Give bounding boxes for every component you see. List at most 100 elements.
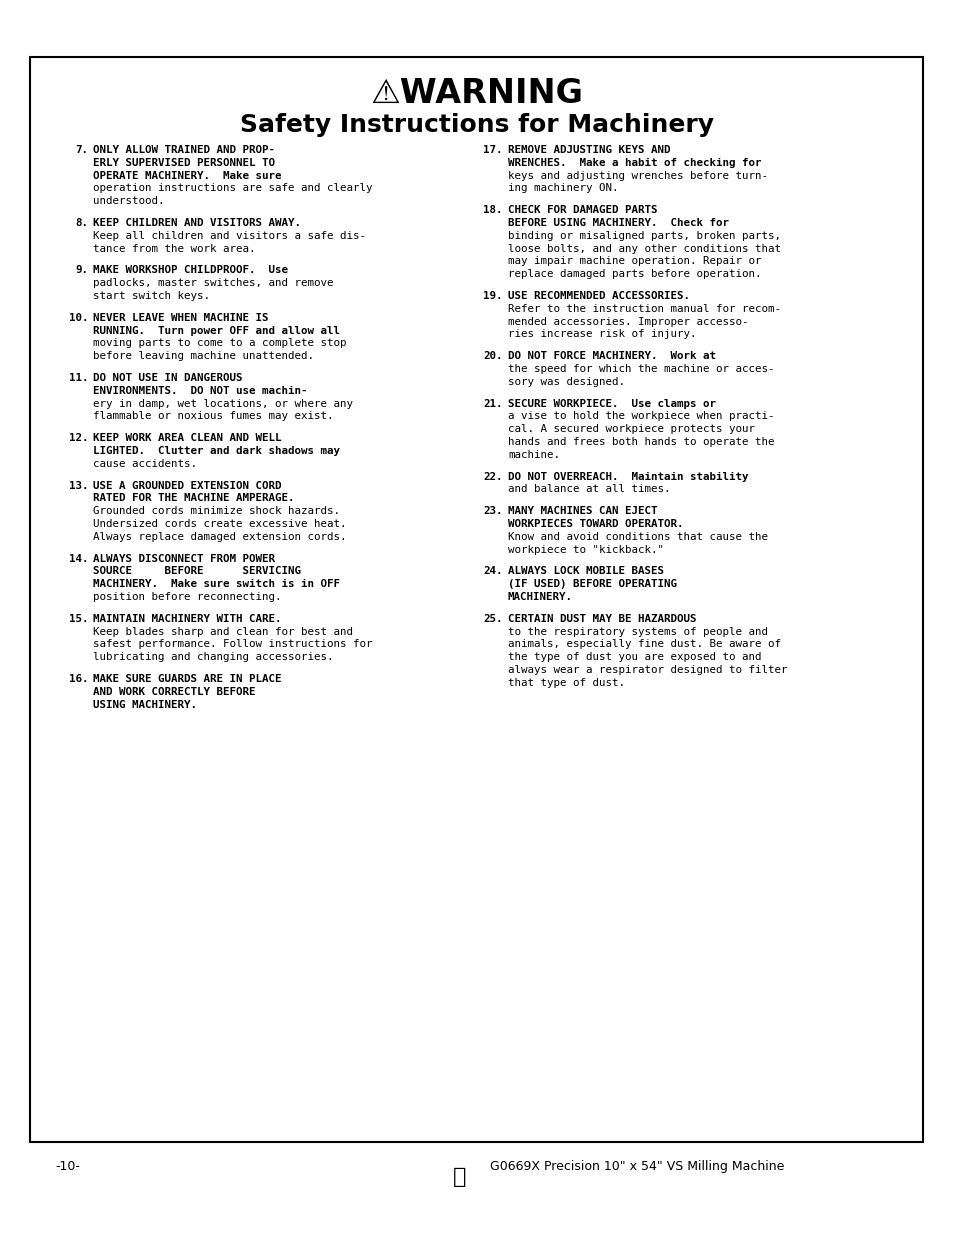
Text: CHECK FOR DAMAGED PARTS: CHECK FOR DAMAGED PARTS	[507, 205, 657, 215]
Text: Always replace damaged extension cords.: Always replace damaged extension cords.	[92, 532, 346, 542]
Text: MACHINERY.: MACHINERY.	[507, 592, 573, 601]
Text: keys and adjusting wrenches before turn-: keys and adjusting wrenches before turn-	[507, 170, 767, 180]
Text: position before reconnecting.: position before reconnecting.	[92, 592, 281, 601]
Text: Undersized cords create excessive heat.: Undersized cords create excessive heat.	[92, 519, 346, 529]
Text: safest performance. Follow instructions for: safest performance. Follow instructions …	[92, 640, 372, 650]
Text: hands and frees both hands to operate the: hands and frees both hands to operate th…	[507, 437, 774, 447]
Text: ⚠WARNING: ⚠WARNING	[370, 77, 583, 110]
Text: USING MACHINERY.: USING MACHINERY.	[92, 699, 196, 710]
Text: KEEP WORK AREA CLEAN AND WELL: KEEP WORK AREA CLEAN AND WELL	[92, 433, 281, 443]
Text: DO NOT USE IN DANGEROUS: DO NOT USE IN DANGEROUS	[92, 373, 242, 383]
Text: cause accidents.: cause accidents.	[92, 458, 196, 469]
Text: 23.: 23.	[483, 506, 502, 516]
Text: workpiece to "kickback.": workpiece to "kickback."	[507, 545, 663, 555]
Text: (IF USED) BEFORE OPERATING: (IF USED) BEFORE OPERATING	[507, 579, 677, 589]
Text: 25.: 25.	[483, 614, 502, 624]
Text: MAINTAIN MACHINERY WITH CARE.: MAINTAIN MACHINERY WITH CARE.	[92, 614, 281, 624]
Text: CERTAIN DUST MAY BE HAZARDOUS: CERTAIN DUST MAY BE HAZARDOUS	[507, 614, 696, 624]
Text: tance from the work area.: tance from the work area.	[92, 243, 255, 253]
Text: Refer to the instruction manual for recom-: Refer to the instruction manual for reco…	[507, 304, 781, 314]
Text: the speed for which the machine or acces-: the speed for which the machine or acces…	[507, 364, 774, 374]
Text: binding or misaligned parts, broken parts,: binding or misaligned parts, broken part…	[507, 231, 781, 241]
FancyBboxPatch shape	[30, 57, 923, 1142]
Text: 7.: 7.	[75, 144, 88, 156]
Text: ing machinery ON.: ing machinery ON.	[507, 184, 618, 194]
Text: before leaving machine unattended.: before leaving machine unattended.	[92, 351, 314, 361]
Text: ENVIRONMENTS.  DO NOT use machin-: ENVIRONMENTS. DO NOT use machin-	[92, 385, 307, 395]
Text: flammable or noxious fumes may exist.: flammable or noxious fumes may exist.	[92, 411, 334, 421]
Text: 24.: 24.	[483, 567, 502, 577]
Text: BEFORE USING MACHINERY.  Check for: BEFORE USING MACHINERY. Check for	[507, 219, 728, 228]
Text: replace damaged parts before operation.: replace damaged parts before operation.	[507, 269, 760, 279]
Text: 21.: 21.	[483, 399, 502, 409]
Text: ONLY ALLOW TRAINED AND PROP-: ONLY ALLOW TRAINED AND PROP-	[92, 144, 274, 156]
Text: USE RECOMMENDED ACCESSORIES.: USE RECOMMENDED ACCESSORIES.	[507, 291, 689, 301]
Text: USE A GROUNDED EXTENSION CORD: USE A GROUNDED EXTENSION CORD	[92, 480, 281, 490]
Text: SOURCE     BEFORE      SERVICING: SOURCE BEFORE SERVICING	[92, 567, 301, 577]
Text: MAKE SURE GUARDS ARE IN PLACE: MAKE SURE GUARDS ARE IN PLACE	[92, 674, 281, 684]
Text: KEEP CHILDREN AND VISITORS AWAY.: KEEP CHILDREN AND VISITORS AWAY.	[92, 219, 301, 228]
Text: 15.: 15.	[69, 614, 88, 624]
Text: MACHINERY.  Make sure switch is in OFF: MACHINERY. Make sure switch is in OFF	[92, 579, 339, 589]
Text: 10.: 10.	[69, 312, 88, 322]
Text: 11.: 11.	[69, 373, 88, 383]
Text: and balance at all times.: and balance at all times.	[507, 484, 670, 494]
Text: 16.: 16.	[69, 674, 88, 684]
Text: mended accessories. Improper accesso-: mended accessories. Improper accesso-	[507, 316, 748, 326]
Text: OPERATE MACHINERY.  Make sure: OPERATE MACHINERY. Make sure	[92, 170, 281, 180]
Text: AND WORK CORRECTLY BEFORE: AND WORK CORRECTLY BEFORE	[92, 687, 255, 697]
Text: 19.: 19.	[483, 291, 502, 301]
Text: animals, especially fine dust. Be aware of: animals, especially fine dust. Be aware …	[507, 640, 781, 650]
Text: NEVER LEAVE WHEN MACHINE IS: NEVER LEAVE WHEN MACHINE IS	[92, 312, 268, 322]
Text: 12.: 12.	[69, 433, 88, 443]
Text: operation instructions are safe and clearly: operation instructions are safe and clea…	[92, 184, 372, 194]
Text: padlocks, master switches, and remove: padlocks, master switches, and remove	[92, 278, 334, 288]
Text: 🐻: 🐻	[453, 1167, 466, 1187]
Text: Grounded cords minimize shock hazards.: Grounded cords minimize shock hazards.	[92, 506, 339, 516]
Text: lubricating and changing accessories.: lubricating and changing accessories.	[92, 652, 334, 662]
Text: RUNNING.  Turn power OFF and allow all: RUNNING. Turn power OFF and allow all	[92, 326, 339, 336]
Text: ALWAYS LOCK MOBILE BASES: ALWAYS LOCK MOBILE BASES	[507, 567, 663, 577]
Text: the type of dust you are exposed to and: the type of dust you are exposed to and	[507, 652, 760, 662]
Text: that type of dust.: that type of dust.	[507, 678, 624, 688]
Text: 8.: 8.	[75, 219, 88, 228]
Text: ries increase risk of injury.: ries increase risk of injury.	[507, 330, 696, 340]
Text: always wear a respirator designed to filter: always wear a respirator designed to fil…	[507, 664, 786, 676]
Text: G0669X Precision 10" x 54" VS Milling Machine: G0669X Precision 10" x 54" VS Milling Ma…	[490, 1160, 783, 1173]
Text: MAKE WORKSHOP CHILDPROOF.  Use: MAKE WORKSHOP CHILDPROOF. Use	[92, 266, 288, 275]
Text: cal. A secured workpiece protects your: cal. A secured workpiece protects your	[507, 424, 754, 435]
Text: loose bolts, and any other conditions that: loose bolts, and any other conditions th…	[507, 243, 781, 253]
Text: MANY MACHINES CAN EJECT: MANY MACHINES CAN EJECT	[507, 506, 657, 516]
Text: WRENCHES.  Make a habit of checking for: WRENCHES. Make a habit of checking for	[507, 158, 760, 168]
Text: Keep blades sharp and clean for best and: Keep blades sharp and clean for best and	[92, 626, 353, 636]
Text: to the respiratory systems of people and: to the respiratory systems of people and	[507, 626, 767, 636]
Text: -10-: -10-	[55, 1160, 80, 1173]
Text: moving parts to come to a complete stop: moving parts to come to a complete stop	[92, 338, 346, 348]
Text: machine.: machine.	[507, 450, 559, 459]
Text: 17.: 17.	[483, 144, 502, 156]
Text: 9.: 9.	[75, 266, 88, 275]
Text: 20.: 20.	[483, 351, 502, 361]
Text: Keep all children and visitors a safe dis-: Keep all children and visitors a safe di…	[92, 231, 366, 241]
Text: Safety Instructions for Machinery: Safety Instructions for Machinery	[240, 112, 713, 137]
Text: may impair machine operation. Repair or: may impair machine operation. Repair or	[507, 257, 760, 267]
Text: LIGHTED.  Clutter and dark shadows may: LIGHTED. Clutter and dark shadows may	[92, 446, 339, 456]
Text: 22.: 22.	[483, 472, 502, 482]
Text: Know and avoid conditions that cause the: Know and avoid conditions that cause the	[507, 532, 767, 542]
Text: understood.: understood.	[92, 196, 164, 206]
Text: sory was designed.: sory was designed.	[507, 377, 624, 387]
Text: 14.: 14.	[69, 553, 88, 563]
Text: SECURE WORKPIECE.  Use clamps or: SECURE WORKPIECE. Use clamps or	[507, 399, 716, 409]
Text: 13.: 13.	[69, 480, 88, 490]
Text: DO NOT OVERREACH.  Maintain stability: DO NOT OVERREACH. Maintain stability	[507, 472, 748, 482]
Text: a vise to hold the workpiece when practi-: a vise to hold the workpiece when practi…	[507, 411, 774, 421]
Text: ALWAYS DISCONNECT FROM POWER: ALWAYS DISCONNECT FROM POWER	[92, 553, 274, 563]
Text: WORKPIECES TOWARD OPERATOR.: WORKPIECES TOWARD OPERATOR.	[507, 519, 682, 529]
Text: ery in damp, wet locations, or where any: ery in damp, wet locations, or where any	[92, 399, 353, 409]
Text: REMOVE ADJUSTING KEYS AND: REMOVE ADJUSTING KEYS AND	[507, 144, 670, 156]
Text: start switch keys.: start switch keys.	[92, 291, 210, 301]
Text: ERLY SUPERVISED PERSONNEL TO: ERLY SUPERVISED PERSONNEL TO	[92, 158, 274, 168]
Text: RATED FOR THE MACHINE AMPERAGE.: RATED FOR THE MACHINE AMPERAGE.	[92, 494, 294, 504]
Text: DO NOT FORCE MACHINERY.  Work at: DO NOT FORCE MACHINERY. Work at	[507, 351, 716, 361]
Text: 18.: 18.	[483, 205, 502, 215]
